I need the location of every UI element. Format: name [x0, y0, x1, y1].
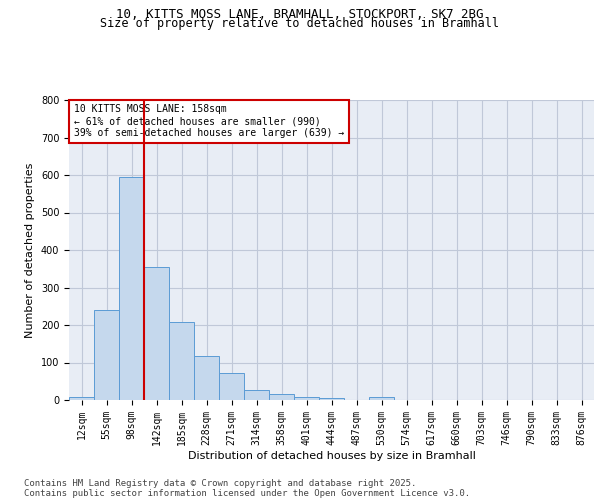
Bar: [219, 373, 244, 400]
Bar: [94, 310, 119, 400]
Bar: [119, 177, 144, 400]
X-axis label: Distribution of detached houses by size in Bramhall: Distribution of detached houses by size …: [188, 450, 475, 460]
Bar: [269, 394, 294, 400]
Bar: [194, 356, 219, 400]
Text: 10 KITTS MOSS LANE: 158sqm
← 61% of detached houses are smaller (990)
39% of sem: 10 KITTS MOSS LANE: 158sqm ← 61% of deta…: [74, 104, 344, 138]
Bar: [319, 398, 344, 400]
Y-axis label: Number of detached properties: Number of detached properties: [25, 162, 35, 338]
Text: Size of property relative to detached houses in Bramhall: Size of property relative to detached ho…: [101, 18, 499, 30]
Text: Contains public sector information licensed under the Open Government Licence v3: Contains public sector information licen…: [24, 488, 470, 498]
Bar: [369, 397, 394, 400]
Text: Contains HM Land Registry data © Crown copyright and database right 2025.: Contains HM Land Registry data © Crown c…: [24, 478, 416, 488]
Bar: [294, 398, 319, 400]
Bar: [144, 267, 169, 400]
Bar: [69, 397, 94, 400]
Text: 10, KITTS MOSS LANE, BRAMHALL, STOCKPORT, SK7 2BG: 10, KITTS MOSS LANE, BRAMHALL, STOCKPORT…: [116, 8, 484, 20]
Bar: [244, 390, 269, 400]
Bar: [169, 322, 194, 400]
